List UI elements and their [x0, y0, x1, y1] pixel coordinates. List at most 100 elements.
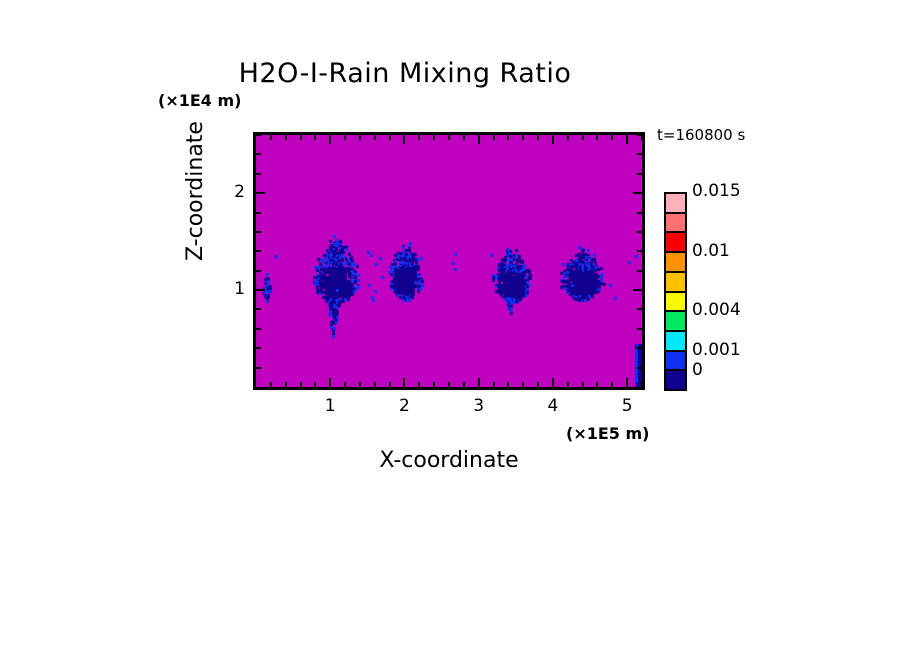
x-tick-top-0.4 — [284, 135, 287, 140]
x-tick-5 — [626, 378, 629, 387]
colorbar-band-6 — [666, 312, 685, 332]
x-tick-4 — [551, 378, 554, 387]
x-tick-top-3.2 — [492, 135, 495, 140]
x-tick-1.6 — [373, 382, 376, 387]
y-tick-right-2.4 — [637, 153, 642, 156]
x-tick-4.4 — [581, 382, 584, 387]
colorbar-label-0-004: 0.004 — [692, 300, 741, 321]
x-tick-3.8 — [537, 382, 540, 387]
x-tick-top-3 — [477, 135, 480, 144]
x-tick-0.2 — [269, 382, 272, 387]
x-tick-5.2 — [641, 382, 642, 387]
page-title: H2O-I-Rain Mixing Ratio — [0, 58, 904, 89]
x-tick-top-1.4 — [358, 135, 361, 140]
x-tick-2.4 — [433, 382, 436, 387]
x-tick-top-4.6 — [596, 135, 599, 140]
y-tick-1.2 — [256, 269, 261, 272]
colorbar-band-2 — [666, 233, 685, 254]
colorbar-band-4 — [666, 272, 685, 293]
x-tick-top-2.2 — [418, 135, 421, 140]
chart-title-text: H2O-I-Rain Mixing Ratio — [238, 58, 572, 89]
x-tick-top-1.8 — [388, 135, 391, 140]
colorbar-band-9 — [666, 371, 685, 390]
x-tick-top-2.6 — [448, 135, 450, 140]
x-axis-label: X-coordinate — [379, 448, 519, 473]
x-tick-4.8 — [611, 382, 614, 387]
x-tick-0.8 — [314, 382, 317, 387]
y-tick-right-0.2 — [637, 366, 642, 369]
x-tick-2.6 — [448, 382, 450, 387]
x-tick-3.6 — [522, 382, 525, 387]
y-tick-2.4 — [256, 153, 261, 156]
x-tick-top-1 — [329, 135, 332, 144]
x-tick-top-2 — [403, 135, 406, 144]
y-tick-right-1.4 — [637, 250, 642, 253]
x-tick-top-0.6 — [299, 135, 302, 140]
y-axis-label: Z-coordinate — [183, 121, 208, 261]
y-tick-1.6 — [256, 230, 261, 233]
y-tick-right-0.6 — [637, 327, 642, 330]
x-tick-1.4 — [358, 382, 361, 387]
y-tick-1 — [256, 289, 265, 292]
x-tick-2 — [403, 378, 406, 387]
y-tick-1.4 — [256, 250, 261, 253]
x-tick-top-1.2 — [344, 135, 347, 140]
x-tick-top-3.6 — [522, 135, 525, 140]
y-tick-right-2 — [633, 192, 642, 195]
x-tick-0.4 — [284, 382, 287, 387]
time-annotation: t=160800 s — [657, 126, 746, 144]
x-tick-top-4.2 — [566, 135, 569, 140]
y-tick-0.2 — [256, 366, 261, 369]
colorbar-band-7 — [666, 331, 685, 352]
x-tick-label-4: 4 — [547, 396, 559, 416]
y-tick-2.6 — [256, 135, 261, 136]
x-tick-top-5.2 — [641, 135, 642, 140]
colorbar-band-8 — [666, 351, 685, 372]
x-tick-label-2: 2 — [399, 396, 410, 416]
x-tick-4.6 — [596, 382, 599, 387]
x-tick-top-4.8 — [611, 135, 614, 140]
x-tick-1 — [329, 378, 332, 387]
x-tick-3 — [477, 378, 480, 387]
colorbar-band-0 — [666, 194, 685, 214]
x-tick-top-2.4 — [433, 135, 436, 140]
y-tick-2.2 — [256, 172, 261, 175]
y-tick-right-0.4 — [637, 347, 642, 350]
x-tick-label-3: 3 — [473, 396, 485, 416]
x-tick-top-2.8 — [462, 135, 465, 140]
x-axis-unit-label: (×1E5 m) — [566, 424, 650, 443]
colorbar[interactable] — [664, 192, 687, 391]
heatmap-canvas — [256, 135, 642, 387]
x-tick-4.2 — [566, 382, 569, 387]
colorbar-label-0: 0 — [692, 360, 703, 381]
x-tick-top-0.8 — [314, 135, 317, 140]
x-tick-label-5: 5 — [621, 396, 633, 416]
y-tick-right-2.6 — [637, 135, 642, 136]
colorbar-band-1 — [666, 213, 685, 234]
x-tick-top-1.6 — [373, 135, 376, 140]
y-tick-right-0.8 — [637, 308, 642, 311]
colorbar-band-5 — [666, 292, 685, 313]
x-tick-3.2 — [492, 382, 495, 387]
x-tick-top-3.8 — [537, 135, 540, 140]
y-tick-right-1.6 — [637, 230, 642, 233]
x-tick-2.2 — [418, 382, 421, 387]
y-axis-unit-label: (×1E4 m) — [158, 91, 242, 110]
y-tick-right-1 — [633, 289, 642, 292]
y-tick-right-1.8 — [637, 211, 642, 214]
x-tick-0.6 — [299, 382, 302, 387]
y-tick-1.8 — [256, 211, 261, 214]
x-tick-top-5 — [626, 135, 629, 144]
x-tick-1.8 — [388, 382, 391, 387]
x-tick-3.4 — [507, 382, 510, 387]
colorbar-label-0-001: 0.001 — [692, 340, 741, 361]
x-tick-1.2 — [344, 382, 347, 387]
y-tick-right-1.2 — [637, 269, 642, 272]
x-tick-2.8 — [462, 382, 465, 387]
x-tick-top-4 — [551, 135, 554, 144]
x-tick-top-0.2 — [269, 135, 272, 140]
plot-area[interactable] — [253, 132, 645, 390]
colorbar-label-0-01: 0.01 — [692, 240, 730, 261]
y-tick-0.6 — [256, 327, 261, 330]
